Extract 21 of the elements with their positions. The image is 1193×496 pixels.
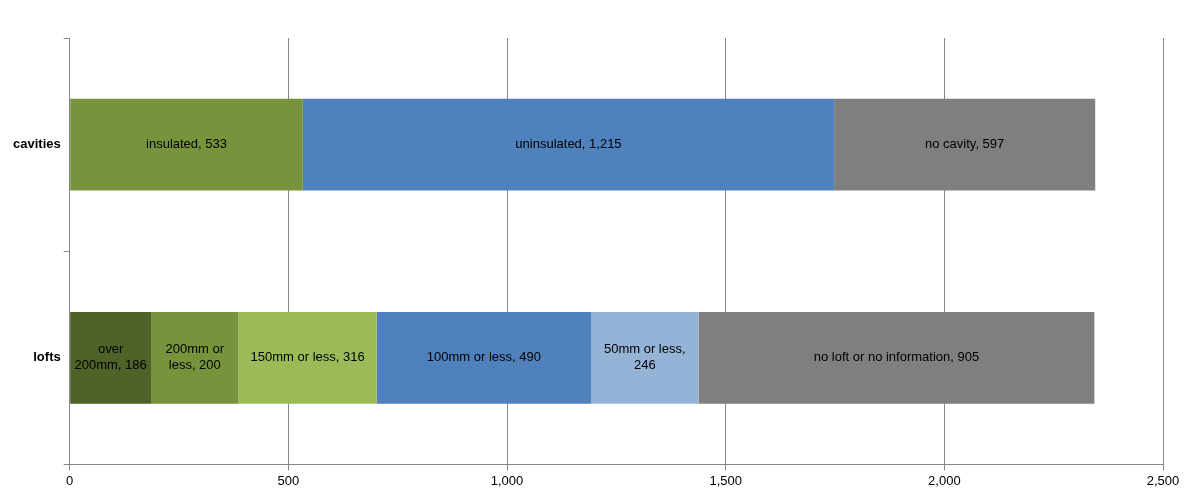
y-tick-label: cavities bbox=[13, 136, 61, 152]
data-label: insulated, 533 bbox=[146, 136, 227, 152]
data-label: 200mm or less, 200 bbox=[165, 341, 225, 373]
data-label: no loft or no information, 905 bbox=[813, 349, 980, 365]
x-tick-label: 1,500 bbox=[709, 472, 742, 488]
bar bbox=[238, 311, 377, 404]
x-tick-label: 500 bbox=[277, 472, 300, 488]
x-tick-label: 0 bbox=[66, 472, 74, 488]
y-tick-label: lofts bbox=[33, 349, 61, 365]
x-tick-label: 2,000 bbox=[928, 472, 961, 488]
data-label: 50mm or less, 246 bbox=[603, 341, 686, 373]
bar bbox=[590, 311, 699, 404]
x-tick-label: 1,000 bbox=[490, 472, 524, 488]
bar bbox=[70, 311, 152, 404]
x-tick-label: 2,500 bbox=[1146, 472, 1180, 488]
bar bbox=[376, 311, 591, 404]
data-label: uninsulated, 1,215 bbox=[515, 136, 622, 152]
data-label: over 200mm, 186 bbox=[74, 341, 147, 373]
data-label: 100mm or less, 490 bbox=[426, 349, 541, 365]
data-label: 150mm or less, 316 bbox=[250, 349, 365, 365]
data-label: no cavity, 597 bbox=[925, 136, 1005, 152]
